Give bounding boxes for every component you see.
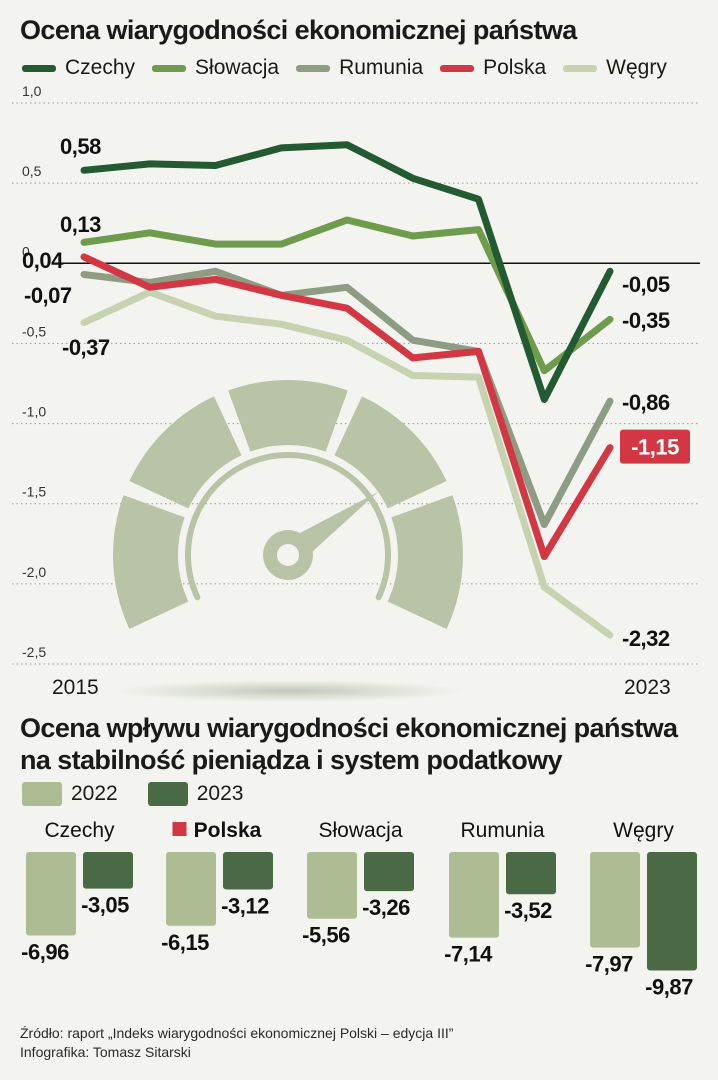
- bar-2022: [307, 852, 357, 919]
- start-label-rumunia: -0,07: [24, 283, 72, 308]
- gauge-segment: [129, 396, 242, 509]
- y-tick-label: -1,0: [22, 404, 46, 420]
- gauge-inner-arc: [185, 452, 391, 601]
- end-label-rumunia: -0,86: [622, 390, 670, 415]
- bar-label-2023: -3,12: [221, 893, 269, 918]
- legend-label-slowacja: Słowacja: [195, 56, 280, 79]
- x-axis-start-label: 2015: [52, 676, 99, 699]
- legend-item-2023: 2023: [147, 782, 244, 806]
- bar-label-2023: -3,05: [81, 893, 129, 918]
- y-tick-label: -2,0: [22, 564, 46, 580]
- y-tick-label: 1,0: [22, 83, 42, 99]
- gauge-hub-center: [277, 544, 299, 566]
- legend-item-2022: 2022: [22, 782, 118, 806]
- end-label-polska-badge: [620, 429, 690, 464]
- y-tick-labels: 1,0 0,5 0 -0,5 -1,0 -1,5 -2,0 -2,5: [22, 83, 46, 660]
- bar-groups: Czechy -6,96 -3,05 Polska -6,15 -3,12 Słowacja…: [21, 819, 697, 999]
- x-axis-end-label: 2023: [624, 676, 671, 699]
- bar-group-polska: Polska -6,15 -3,12: [161, 819, 273, 955]
- bar-group-czechy: Czechy -6,96 -3,05: [21, 819, 133, 965]
- bar-group-rumunia: Rumunia -7,14 -3,52: [444, 819, 556, 967]
- legend-item-slowacja: Słowacja: [152, 56, 279, 80]
- highlight-marker: [172, 822, 187, 836]
- legend-swatch-rumunia: [296, 64, 331, 72]
- legend-swatch-czechy: [22, 64, 56, 72]
- legend-swatch-wegry: [563, 64, 598, 72]
- bar-2023: [647, 852, 697, 971]
- series-line-czechy: [80, 141, 614, 403]
- gauge-segment: [228, 380, 348, 452]
- legend-label-wegry: Węgry: [606, 56, 667, 79]
- line-chart-legend: Czechy Słowacja Rumunia Polska Węgry: [22, 56, 684, 80]
- start-label-polska: 0,04: [22, 248, 64, 273]
- series-line-polska: [80, 253, 614, 561]
- bar-2023: [364, 852, 414, 892]
- y-tick-label: 0: [22, 243, 30, 259]
- bar-label-2022: -6,15: [161, 930, 209, 955]
- series-lines: [80, 141, 614, 639]
- bar-label-2023: -9,87: [645, 974, 693, 999]
- end-label-czechy: -0,05: [622, 272, 670, 297]
- start-label-czechy: 0,58: [60, 134, 101, 159]
- source-note: Źródło: raport „Indeks wiarygodności eko…: [20, 1024, 453, 1062]
- legend-item-wegry: Węgry: [563, 56, 667, 80]
- end-label-wegry: -2,32: [622, 626, 670, 651]
- bar-2022: [26, 852, 76, 936]
- bar-chart-title: Ocena wpływu wiarygodności ekonomicznej …: [20, 713, 678, 775]
- legend-swatch-2023: [147, 782, 188, 806]
- bar-2023: [506, 852, 556, 895]
- series-line-wegry: [80, 288, 614, 639]
- bar-2022: [449, 852, 499, 938]
- bar-label-2022: -5,56: [302, 923, 350, 948]
- gauge-segment: [387, 495, 463, 629]
- bar-2023: [223, 852, 273, 890]
- y-tick-label: 0,5: [22, 163, 42, 179]
- gauge-shadow: [115, 680, 465, 702]
- group-label: Czechy: [44, 819, 115, 842]
- gauge-segment: [334, 396, 447, 509]
- legend-label-rumunia: Rumunia: [339, 56, 424, 79]
- series-line-rumunia: [80, 267, 614, 529]
- bar-group-węgry: Węgry -7,97 -9,87: [585, 819, 697, 999]
- speedometer-icon: [113, 380, 463, 629]
- legend-label-2023: 2023: [196, 782, 244, 805]
- bar-group-słowacja: Słowacja -5,56 -3,26: [302, 819, 414, 948]
- bar-2022: [166, 852, 216, 926]
- legend-item-polska: Polska: [440, 56, 546, 80]
- legend-label-polska: Polska: [483, 56, 547, 79]
- group-label: Węgry: [613, 819, 674, 842]
- legend-label-2022: 2022: [71, 782, 118, 805]
- credit-line: Infografika: Tomasz Sitarski: [20, 1044, 191, 1060]
- end-label-slowacja: -0,35: [622, 308, 670, 333]
- data-labels: 0,58 -0,05 0,13 -0,35 -0,07 -0,86 0,04 -1,15 -0,…: [22, 134, 690, 651]
- start-label-wegry: -0,37: [62, 335, 110, 360]
- line-chart-title: Ocena wiarygodności ekonomicznej państwa: [20, 15, 577, 45]
- y-tick-label: -2,5: [22, 644, 46, 660]
- bar-label-2022: -7,97: [585, 952, 633, 977]
- legend-swatch-slowacja: [152, 64, 187, 72]
- legend-swatch-polska: [440, 64, 475, 72]
- gauge-segment: [113, 495, 189, 629]
- bar-label-2022: -7,14: [444, 942, 493, 967]
- group-label: Słowacja: [318, 819, 402, 842]
- bar-label-2023: -3,52: [504, 898, 552, 923]
- bar-chart: Czechy -6,96 -3,05 Polska -6,15 -3,12 Słowacja…: [21, 819, 697, 999]
- y-tick-label: -1,5: [22, 484, 46, 500]
- bar-label-2023: -3,26: [362, 895, 410, 920]
- legend-label-czechy: Czechy: [65, 56, 136, 79]
- bar-chart-legend: 2022 2023: [22, 782, 260, 806]
- legend-item-rumunia: Rumunia: [296, 56, 423, 80]
- legend-swatch-2022: [22, 782, 62, 806]
- start-label-slowacja: 0,13: [60, 212, 101, 237]
- group-label: Polska: [194, 819, 262, 842]
- bar-2023: [83, 852, 133, 889]
- bar-2022: [590, 852, 640, 948]
- y-tick-label: -0,5: [22, 323, 46, 339]
- bar-label-2022: -6,96: [21, 940, 69, 965]
- group-label: Rumunia: [460, 819, 544, 842]
- legend-item-czechy: Czechy: [22, 56, 135, 80]
- source-line: Źródło: raport „Indeks wiarygodności eko…: [20, 1025, 454, 1041]
- line-chart: 1,0 0,5 0 -0,5 -1,0 -1,5 -2,0 -2,5 0,58 -0,05 0,1…: [12, 83, 700, 702]
- end-label-polska: -1,15: [631, 435, 679, 460]
